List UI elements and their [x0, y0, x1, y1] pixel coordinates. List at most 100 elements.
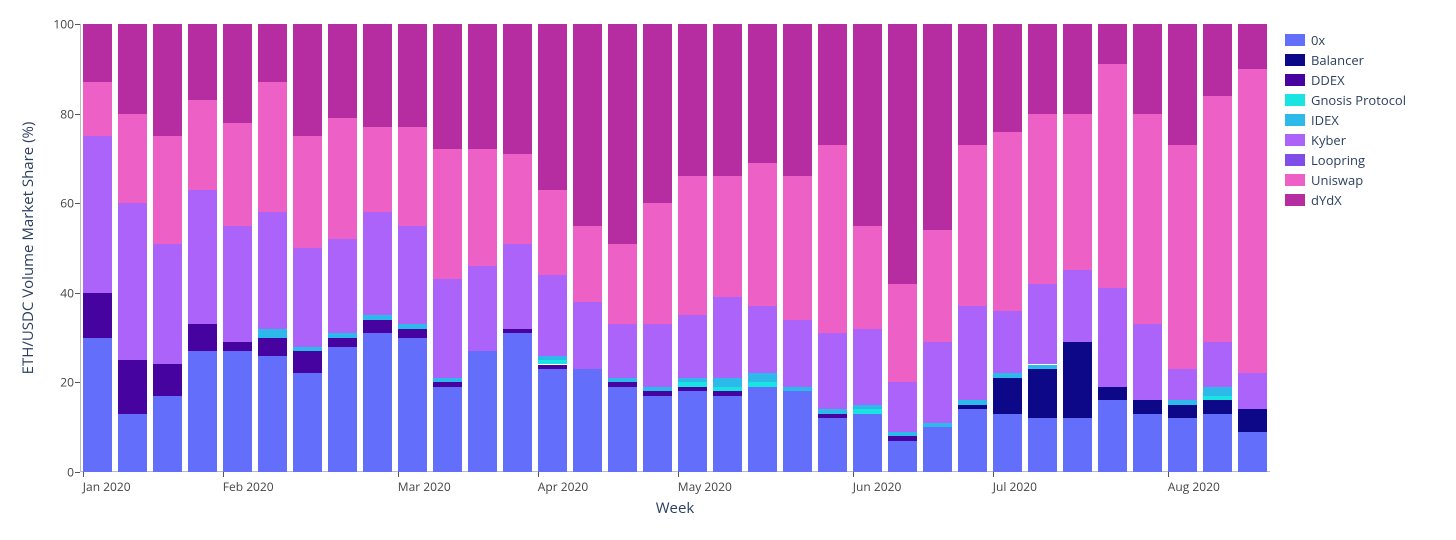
- bar-segment-0x: [1133, 414, 1162, 472]
- bar-segment-ddex: [118, 360, 147, 414]
- bar-week: [888, 24, 917, 472]
- bar-segment-idex: [293, 347, 322, 351]
- bar-segment-0x: [398, 338, 427, 472]
- bar-segment-kyber: [958, 306, 987, 400]
- bar-segment-idex: [258, 329, 287, 338]
- bar-segment-dydx: [1028, 24, 1057, 114]
- bar-segment-ddex: [608, 382, 637, 386]
- bar-segment-uniswap: [153, 136, 182, 244]
- bar-segment-ddex: [713, 391, 742, 395]
- bar-segment-balancer: [993, 378, 1022, 414]
- bar-segment-gnosis: [538, 360, 567, 364]
- legend-item-gnosis[interactable]: Gnosis Protocol: [1285, 90, 1406, 110]
- bar-week: [1028, 24, 1057, 472]
- bar-segment-kyber: [1028, 284, 1057, 365]
- bar-segment-kyber: [853, 329, 882, 405]
- bar-week: [153, 24, 182, 472]
- bar-segment-uniswap: [1098, 64, 1127, 288]
- bar-segment-kyber: [888, 382, 917, 431]
- bar-segment-uniswap: [1168, 145, 1197, 369]
- bar-week: [118, 24, 147, 472]
- bar-segment-uniswap: [188, 100, 217, 190]
- bar-segment-idex: [958, 400, 987, 404]
- bar-week: [993, 24, 1022, 472]
- bar-week: [1098, 24, 1127, 472]
- bar-segment-ddex: [363, 320, 392, 333]
- bar-segment-kyber: [293, 248, 322, 347]
- bar-segment-uniswap: [118, 114, 147, 204]
- legend-item-0x[interactable]: 0x: [1285, 30, 1406, 50]
- bar-segment-ddex: [433, 382, 462, 386]
- bar-segment-kyber: [398, 226, 427, 325]
- bar-segment-uniswap: [503, 154, 532, 244]
- x-tick-label: Aug 2020: [1168, 472, 1220, 495]
- bar-segment-ddex: [678, 387, 707, 391]
- bar-segment-kyber: [363, 212, 392, 315]
- bar-segment-0x: [713, 396, 742, 472]
- bar-segment-uniswap: [818, 145, 847, 333]
- bar-week: [818, 24, 847, 472]
- bar-segment-ddex: [258, 338, 287, 356]
- bar-segment-dydx: [748, 24, 777, 163]
- bar-segment-uniswap: [783, 176, 812, 319]
- bar-segment-kyber: [258, 212, 287, 328]
- bar-segment-dydx: [573, 24, 602, 226]
- bar-segment-dydx: [188, 24, 217, 100]
- bar-segment-dydx: [1168, 24, 1197, 145]
- bar-segment-idex: [1028, 365, 1057, 369]
- bar-segment-idex: [363, 315, 392, 319]
- bar-segment-kyber: [783, 320, 812, 387]
- bar-week: [1168, 24, 1197, 472]
- legend-item-uniswap[interactable]: Uniswap: [1285, 170, 1406, 190]
- legend-label: IDEX: [1311, 111, 1339, 129]
- bar-segment-0x: [1168, 418, 1197, 472]
- bar-segment-0x: [223, 351, 252, 472]
- stacked-bar-chart: 020406080100Jan 2020Feb 2020Mar 2020Apr …: [0, 0, 1456, 540]
- bar-segment-dydx: [1133, 24, 1162, 114]
- bar-segment-dydx: [118, 24, 147, 114]
- legend-item-loopring[interactable]: Loopring: [1285, 150, 1406, 170]
- bar-segment-dydx: [853, 24, 882, 226]
- bar-segment-uniswap: [923, 230, 952, 342]
- bar-segment-idex: [713, 378, 742, 387]
- bar-segment-0x: [1063, 418, 1092, 472]
- bar-week: [258, 24, 287, 472]
- bar-week: [328, 24, 357, 472]
- bar-segment-gnosis: [1203, 396, 1232, 400]
- bar-segment-dydx: [433, 24, 462, 149]
- bar-segment-dydx: [1203, 24, 1232, 96]
- bar-segment-dydx: [83, 24, 112, 82]
- bar-segment-uniswap: [1063, 114, 1092, 271]
- bar-segment-ddex: [398, 329, 427, 338]
- bar-segment-0x: [1028, 418, 1057, 472]
- bar-segment-0x: [1098, 400, 1127, 472]
- bar-segment-balancer: [1203, 400, 1232, 413]
- bar-segment-balancer: [1168, 405, 1197, 418]
- legend-item-dydx[interactable]: dYdX: [1285, 190, 1406, 210]
- x-tick-label: May 2020: [678, 472, 732, 495]
- bar-segment-ddex: [888, 436, 917, 440]
- bar-segment-idex: [853, 405, 882, 409]
- bar-week: [678, 24, 707, 472]
- legend-item-ddex[interactable]: DDEX: [1285, 70, 1406, 90]
- bar-segment-idex: [818, 409, 847, 413]
- bar-segment-dydx: [1063, 24, 1092, 114]
- bar-segment-dydx: [328, 24, 357, 118]
- bar-segment-dydx: [223, 24, 252, 123]
- bar-segment-uniswap: [853, 226, 882, 329]
- legend-item-balancer[interactable]: Balancer: [1285, 50, 1406, 70]
- bar-segment-0x: [293, 373, 322, 472]
- bar-segment-uniswap: [83, 82, 112, 136]
- bar-segment-ddex: [83, 293, 112, 338]
- bar-week: [1203, 24, 1232, 472]
- bar-segment-0x: [923, 427, 952, 472]
- legend-item-idex[interactable]: IDEX: [1285, 110, 1406, 130]
- legend-label: Balancer: [1311, 51, 1364, 69]
- bar-segment-dydx: [1238, 24, 1267, 69]
- legend-item-kyber[interactable]: Kyber: [1285, 130, 1406, 150]
- bar-segment-0x: [503, 333, 532, 472]
- bar-segment-uniswap: [1133, 114, 1162, 325]
- bar-week: [923, 24, 952, 472]
- bar-segment-uniswap: [608, 244, 637, 325]
- bar-segment-dydx: [783, 24, 812, 176]
